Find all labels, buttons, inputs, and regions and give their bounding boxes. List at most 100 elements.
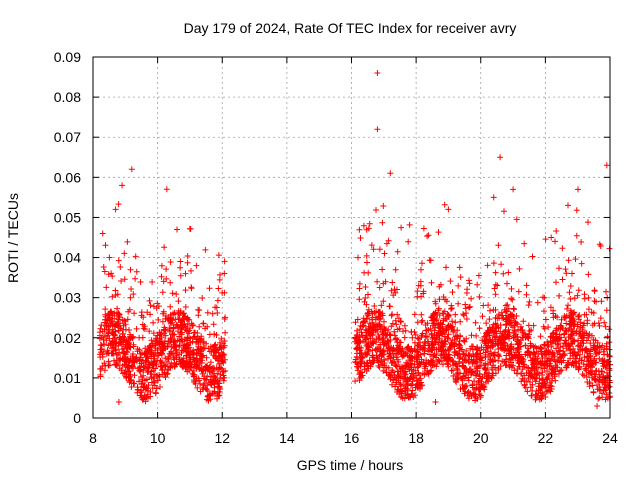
data-point <box>528 373 534 380</box>
data-point <box>431 362 438 369</box>
data-point <box>401 334 408 341</box>
data-point <box>457 318 464 325</box>
data-point <box>173 354 180 361</box>
data-point <box>591 320 598 327</box>
data-point <box>437 281 444 288</box>
data-point <box>549 349 556 356</box>
data-point <box>577 340 584 346</box>
data-point <box>515 288 522 295</box>
data-point <box>131 372 138 379</box>
data-point <box>553 228 560 234</box>
data-point <box>404 381 411 388</box>
data-point <box>107 309 114 316</box>
data-point <box>477 350 484 357</box>
data-point <box>133 268 140 275</box>
data-point <box>184 259 191 266</box>
data-point <box>206 364 213 371</box>
data-point <box>360 319 366 326</box>
data-point <box>453 371 460 378</box>
y-tick-label: 0.02 <box>54 330 81 346</box>
data-point <box>182 364 189 371</box>
data-point <box>362 295 369 301</box>
data-point <box>561 331 568 338</box>
data-point <box>537 333 544 340</box>
data-point <box>475 272 482 279</box>
data-point <box>500 270 507 277</box>
data-point <box>606 326 613 333</box>
data-point <box>489 343 496 350</box>
data-point <box>183 352 190 359</box>
data-point <box>430 316 437 323</box>
data-point <box>524 348 531 355</box>
data-point <box>138 373 145 380</box>
data-point <box>495 366 502 373</box>
data-point <box>466 277 472 284</box>
data-point <box>146 328 153 335</box>
data-point <box>603 359 610 365</box>
data-point <box>115 310 122 317</box>
data-point <box>488 342 495 349</box>
data-point <box>552 368 559 375</box>
data-point <box>535 370 542 377</box>
data-point <box>208 378 214 385</box>
data-point <box>518 378 525 385</box>
data-point <box>390 354 397 361</box>
data-point <box>406 357 412 364</box>
data-point <box>542 236 549 243</box>
data-point <box>464 286 471 293</box>
data-point <box>508 295 515 302</box>
data-point <box>603 369 610 376</box>
data-point <box>473 332 480 339</box>
data-point <box>420 225 427 232</box>
data-point <box>168 343 175 350</box>
data-point <box>214 370 221 377</box>
data-point <box>445 361 452 368</box>
data-point <box>143 348 150 355</box>
data-point <box>96 335 103 342</box>
data-point <box>440 343 447 350</box>
data-point <box>480 346 487 353</box>
data-point <box>481 384 488 390</box>
data-point <box>541 341 548 348</box>
data-point <box>592 376 599 383</box>
data-point <box>460 363 467 370</box>
data-point <box>580 322 587 329</box>
data-point <box>437 352 444 359</box>
data-point <box>377 348 384 354</box>
data-point <box>356 296 363 303</box>
data-point <box>518 323 524 330</box>
data-point <box>387 373 393 379</box>
data-point <box>580 332 587 339</box>
data-point <box>575 287 582 294</box>
data-point <box>371 303 378 309</box>
data-point <box>553 279 559 286</box>
data-point <box>214 310 221 316</box>
data-point <box>133 325 140 332</box>
data-point <box>441 201 448 208</box>
data-point <box>478 383 485 390</box>
data-point <box>150 319 157 326</box>
data-point <box>420 290 427 297</box>
data-point <box>211 331 218 337</box>
y-tick-label: 0.09 <box>54 49 81 65</box>
data-point <box>120 338 127 345</box>
data-point <box>373 322 380 329</box>
data-point <box>596 322 603 329</box>
data-point <box>596 386 603 393</box>
data-point <box>112 206 119 213</box>
x-tick-labels: 8 10 12 14 16 18 20 22 24 <box>89 430 618 446</box>
data-point <box>429 357 436 364</box>
data-point <box>546 371 552 378</box>
data-point <box>363 226 370 233</box>
data-point <box>411 311 418 318</box>
data-point <box>127 344 134 351</box>
data-point <box>147 342 154 349</box>
data-point <box>456 348 463 354</box>
data-point <box>393 321 400 328</box>
data-point <box>432 310 439 317</box>
data-point <box>389 347 396 354</box>
data-point <box>514 340 521 347</box>
data-point <box>521 381 528 388</box>
data-point <box>556 292 563 299</box>
data-point <box>128 286 135 292</box>
